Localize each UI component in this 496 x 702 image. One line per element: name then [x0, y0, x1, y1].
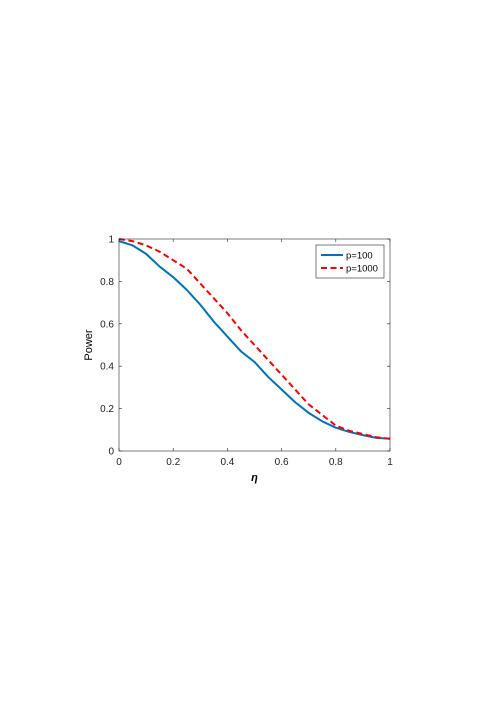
- x-tick-label: 0: [116, 457, 122, 468]
- series-line-1: [118, 240, 391, 440]
- legend-label-1: p=100: [346, 251, 373, 262]
- axes-layer: 0 0.2 0.4 0.6 0.8 1 0 0.2 0.4 0.6 0.8 1: [100, 235, 393, 469]
- y-tick-label: 0.4: [100, 362, 114, 373]
- y-tick-label: 1: [108, 235, 114, 246]
- legend: p=100 p=1000: [315, 244, 385, 279]
- y-tick-label: 0.6: [100, 319, 114, 330]
- x-tick-label: 0.2: [166, 457, 180, 468]
- series-layer: [118, 238, 391, 440]
- legend-box: [315, 244, 385, 279]
- axes-box: [118, 238, 391, 452]
- x-tick-label: 0.6: [275, 457, 289, 468]
- y-tick-label: 0.8: [100, 277, 114, 288]
- x-tick-label: 1: [387, 457, 393, 468]
- y-tick-label: 0.2: [100, 404, 114, 415]
- y-tick-label: 0: [108, 447, 114, 458]
- x-tick-label: 0.4: [220, 457, 234, 468]
- x-tick-label: 0.8: [329, 457, 343, 468]
- x-axis-label: η: [251, 472, 258, 484]
- series-line-2: [118, 238, 391, 440]
- legend-label-2: p=1000: [346, 264, 378, 275]
- y-axis-label: Power: [83, 329, 95, 361]
